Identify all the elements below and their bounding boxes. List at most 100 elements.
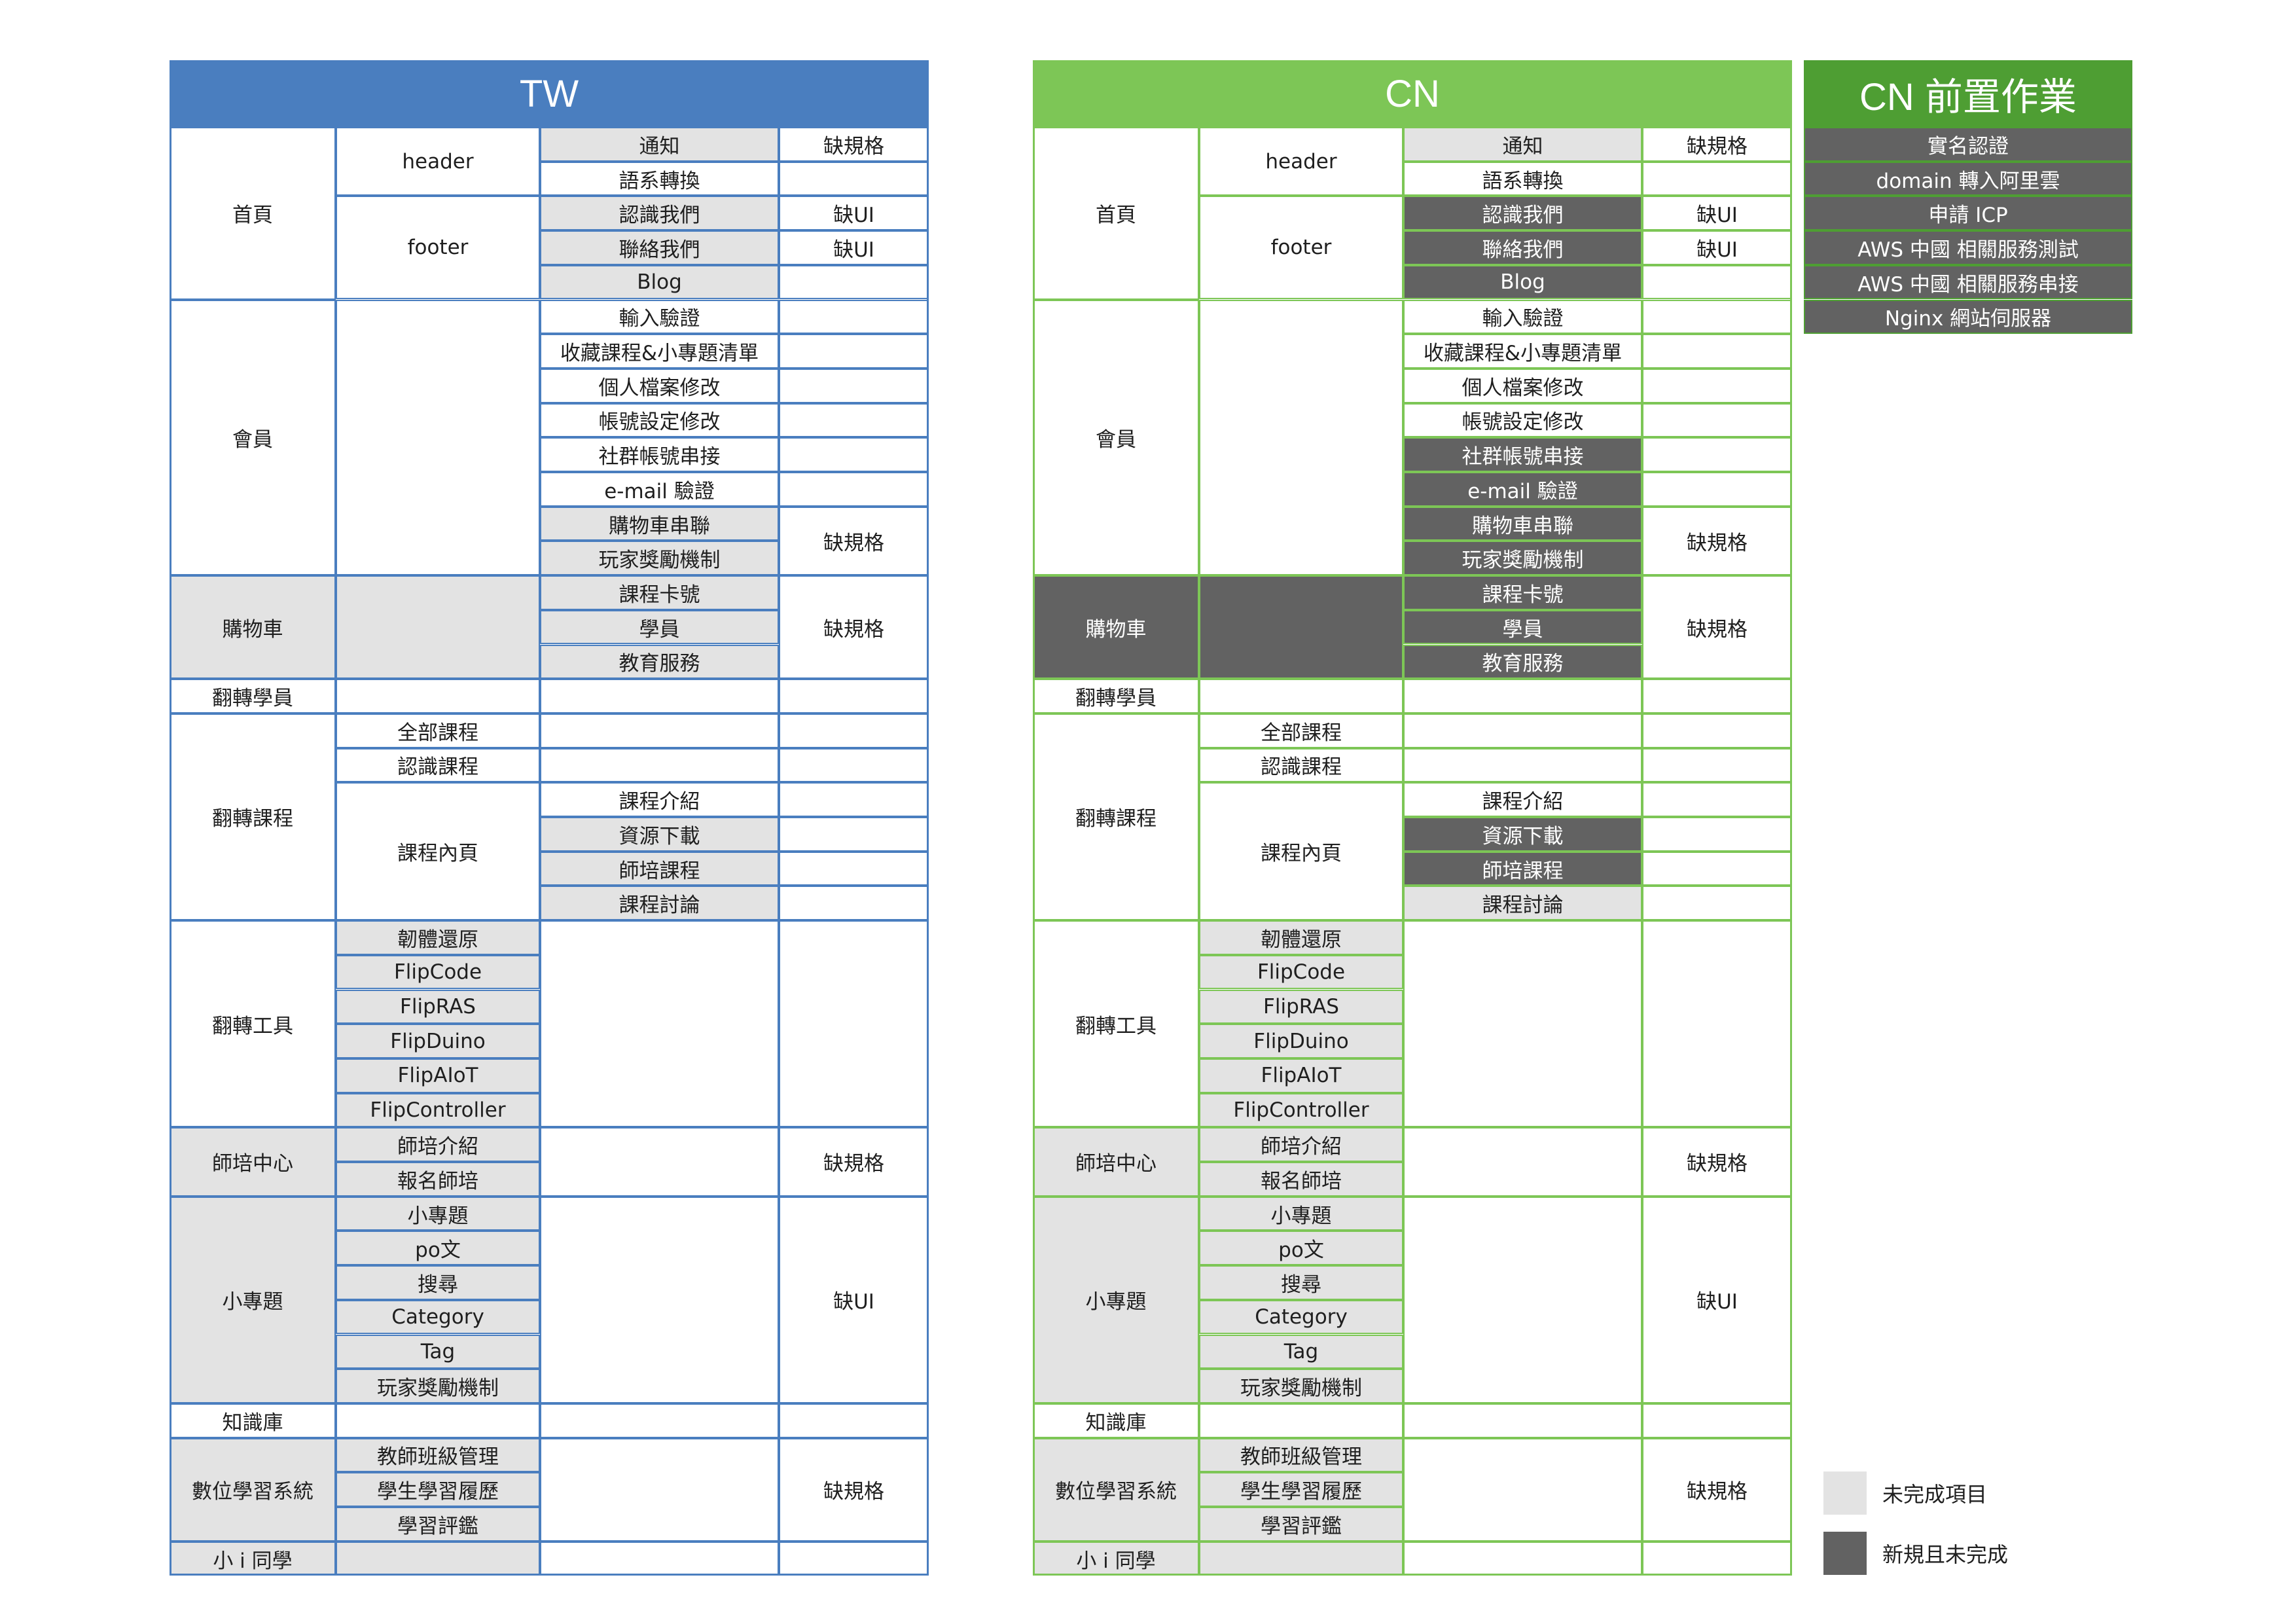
item-span-cn-8 [1403,1403,1642,1438]
note-cn-2-0-0: 缺規格 [1642,575,1792,679]
subsection-tw-4-0: 全部課程 [336,713,540,748]
section-cn-7: 小專題 [1033,1196,1199,1403]
note-cn-1-0-2 [1642,368,1792,403]
note-tw-4-2-0 [779,782,929,817]
subsection-tw-9-2: 學習評鑑 [336,1507,540,1542]
item-cn-1-0-7: 玩家獎勵機制 [1403,541,1642,576]
item-tw-4-2-3: 課程討論 [540,886,779,921]
item-span-tw-10 [540,1541,779,1576]
item-tw-1-0-6: 購物車串聯 [540,506,779,541]
subsection-cn-6-0: 師培介紹 [1199,1127,1403,1162]
note-tw-1-0-2 [779,368,929,403]
subsection-cn-0-1: footer [1199,196,1403,300]
section-tw-7: 小專題 [170,1196,336,1403]
item-cn-1-0-6: 購物車串聯 [1403,506,1642,541]
note-span-tw-5 [779,920,929,1128]
subsection-cn-5-1: FlipCode [1199,954,1403,990]
note-cn-1-0-0 [1642,299,1792,334]
item-tw-4-1-0 [540,748,779,783]
note-span-cn-7: 缺UI [1642,1196,1792,1403]
note-span-tw-9: 缺規格 [779,1437,929,1542]
item-cn-4-1-0 [1403,748,1642,783]
item-cn-1-0-3: 帳號設定修改 [1403,403,1642,438]
note-span-tw-10 [779,1541,929,1576]
section-tw-6: 師培中心 [170,1127,336,1197]
note-cn-1-0-6: 缺規格 [1642,506,1792,576]
item-cn-3-0-0 [1403,679,1642,713]
item-cn-2-0-0: 課程卡號 [1403,575,1642,610]
subsection-cn-2-0 [1199,575,1403,679]
item-tw-4-2-1: 資源下載 [540,817,779,852]
subsection-cn-6-1: 報名師培 [1199,1162,1403,1197]
cn-prep-item: 申請 ICP [1804,196,2132,231]
item-tw-0-1-1: 聯絡我們 [540,230,779,265]
item-tw-1-0-4: 社群帳號串接 [540,437,779,472]
legend-label: 未完成項目 [1882,1482,1988,1507]
section-cn-4: 翻轉課程 [1033,713,1199,921]
item-tw-0-0-0: 通知 [540,127,779,162]
subsection-tw-2-0 [336,575,540,679]
subsection-tw-8-0 [336,1403,540,1438]
note-tw-4-2-2 [779,851,929,886]
item-cn-0-0-1: 語系轉換 [1403,161,1642,196]
item-tw-2-0-0: 課程卡號 [540,575,779,610]
subsection-cn-5-5: FlipController [1199,1092,1403,1128]
cn-prep-item: domain 轉入阿里雲 [1804,161,2132,196]
subsection-tw-5-2: FlipRAS [336,989,540,1024]
item-span-tw-5 [540,920,779,1128]
subsection-tw-6-1: 報名師培 [336,1162,540,1197]
section-tw-8: 知識庫 [170,1403,336,1438]
note-cn-0-1-1: 缺UI [1642,230,1792,265]
note-cn-0-1-2 [1642,264,1792,300]
light-swatch [1823,1471,1867,1515]
subsection-cn-7-2: 搜尋 [1199,1265,1403,1300]
item-cn-4-2-2: 師培課程 [1403,851,1642,886]
subsection-tw-6-0: 師培介紹 [336,1127,540,1162]
subsection-cn-8-0 [1199,1403,1403,1438]
subsection-tw-5-1: FlipCode [336,954,540,990]
subsection-cn-4-2: 課程內頁 [1199,782,1403,921]
subsection-tw-3-0 [336,679,540,713]
note-span-tw-8 [779,1403,929,1438]
note-tw-2-0-0: 缺規格 [779,575,929,679]
note-cn-4-0-0 [1642,713,1792,748]
note-tw-0-1-1: 缺UI [779,230,929,265]
note-cn-1-0-4 [1642,437,1792,472]
section-cn-3: 翻轉學員 [1033,679,1199,713]
subsection-tw-7-4: Tag [336,1334,540,1369]
item-cn-2-0-2: 教育服務 [1403,644,1642,679]
item-cn-1-0-5: e-mail 驗證 [1403,472,1642,507]
item-tw-1-0-7: 玩家獎勵機制 [540,541,779,576]
note-cn-0-0-0: 缺規格 [1642,127,1792,162]
note-tw-1-0-1 [779,334,929,369]
section-tw-5: 翻轉工具 [170,920,336,1128]
cn-title: CN [1033,60,1792,127]
subsection-tw-10-0 [336,1541,540,1576]
item-cn-4-2-3: 課程討論 [1403,886,1642,921]
item-cn-0-0-0: 通知 [1403,127,1642,162]
item-tw-1-0-3: 帳號設定修改 [540,403,779,438]
note-cn-4-2-3 [1642,886,1792,921]
note-span-cn-6: 缺規格 [1642,1127,1792,1197]
note-span-cn-9: 缺規格 [1642,1437,1792,1542]
cn-prep-item: Nginx 網站伺服器 [1804,299,2132,334]
subsection-tw-5-5: FlipController [336,1092,540,1128]
section-tw-0: 首頁 [170,127,336,300]
section-tw-3: 翻轉學員 [170,679,336,713]
item-span-tw-8 [540,1403,779,1438]
note-cn-1-0-3 [1642,403,1792,438]
subsection-cn-4-0: 全部課程 [1199,713,1403,748]
note-tw-0-1-2 [779,264,929,300]
section-cn-5: 翻轉工具 [1033,920,1199,1128]
item-span-cn-5 [1403,920,1642,1128]
subsection-tw-7-1: po文 [336,1231,540,1266]
item-tw-1-0-0: 輸入驗證 [540,299,779,334]
section-cn-1: 會員 [1033,299,1199,576]
item-tw-4-2-0: 課程介紹 [540,782,779,817]
note-cn-4-1-0 [1642,748,1792,783]
subsection-tw-7-5: 玩家獎勵機制 [336,1369,540,1403]
note-cn-0-1-0: 缺UI [1642,196,1792,231]
legend-label: 新規且未完成 [1882,1542,2009,1567]
item-tw-1-0-2: 個人檔案修改 [540,368,779,403]
note-tw-1-0-6: 缺規格 [779,506,929,576]
